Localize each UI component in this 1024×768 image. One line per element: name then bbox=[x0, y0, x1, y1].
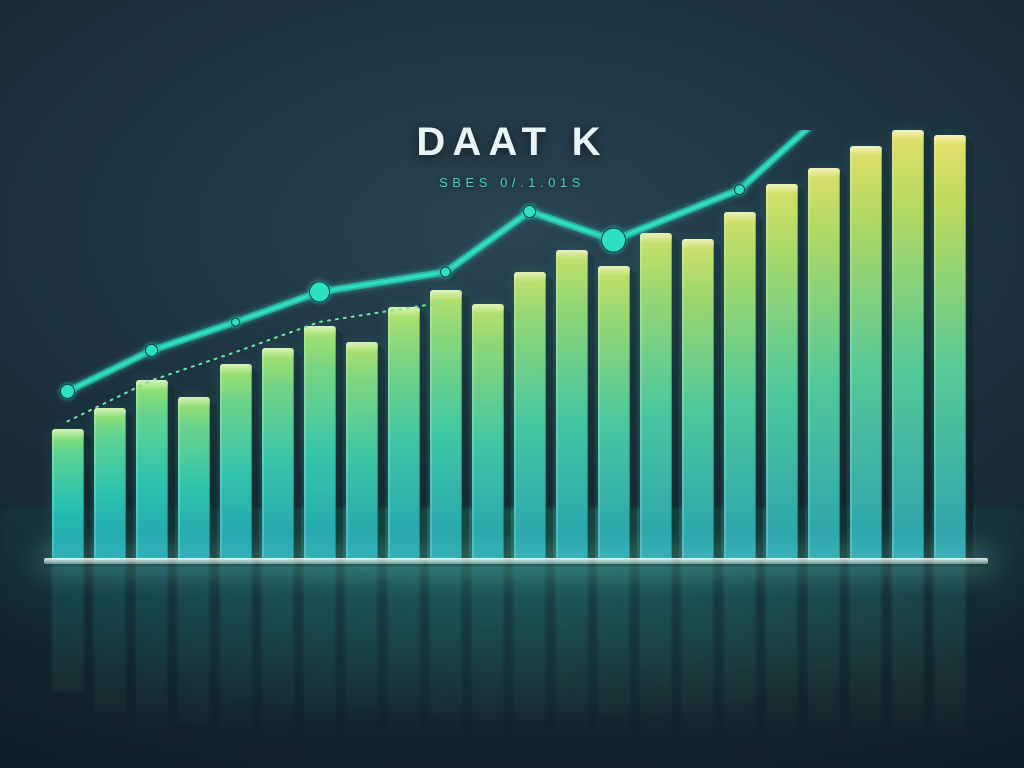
bar-series bbox=[50, 130, 974, 560]
bar bbox=[220, 560, 252, 740]
bar bbox=[220, 364, 252, 560]
bar bbox=[556, 250, 588, 560]
bar bbox=[850, 146, 882, 560]
bar bbox=[94, 560, 126, 712]
bar bbox=[640, 560, 672, 740]
bar bbox=[430, 290, 462, 560]
bar bbox=[892, 130, 924, 560]
bar bbox=[892, 560, 924, 740]
bar bbox=[262, 560, 294, 740]
bar bbox=[304, 560, 336, 740]
bar bbox=[52, 429, 84, 560]
bar bbox=[346, 560, 378, 740]
bar bbox=[94, 408, 126, 560]
bar bbox=[136, 560, 168, 740]
bar bbox=[514, 560, 546, 740]
bar bbox=[682, 560, 714, 740]
bar bbox=[178, 560, 210, 723]
bar bbox=[388, 307, 420, 560]
bar bbox=[724, 560, 756, 740]
bar bbox=[808, 560, 840, 740]
bar bbox=[262, 348, 294, 560]
bar bbox=[304, 326, 336, 560]
bar bbox=[136, 380, 168, 560]
bar bbox=[640, 233, 672, 560]
bar bbox=[388, 560, 420, 740]
bar bbox=[724, 212, 756, 560]
bar bbox=[178, 397, 210, 560]
bar bbox=[682, 239, 714, 560]
base-light-strip bbox=[44, 558, 988, 564]
bar bbox=[598, 266, 630, 560]
bar bbox=[472, 304, 504, 560]
bar bbox=[556, 560, 588, 740]
bar bbox=[52, 560, 84, 691]
bar-reflection bbox=[50, 560, 974, 740]
bar bbox=[472, 560, 504, 740]
bar bbox=[766, 560, 798, 740]
chart-stage: DAAT K SBES 0/.1.01S bbox=[0, 0, 1024, 768]
bar bbox=[430, 560, 462, 740]
bar bbox=[850, 560, 882, 740]
bar bbox=[934, 560, 966, 740]
bar bbox=[766, 184, 798, 560]
bar bbox=[346, 342, 378, 560]
bar bbox=[598, 560, 630, 740]
bar bbox=[808, 168, 840, 560]
bar bbox=[514, 272, 546, 560]
chart-area bbox=[50, 130, 974, 560]
bar bbox=[934, 135, 966, 560]
